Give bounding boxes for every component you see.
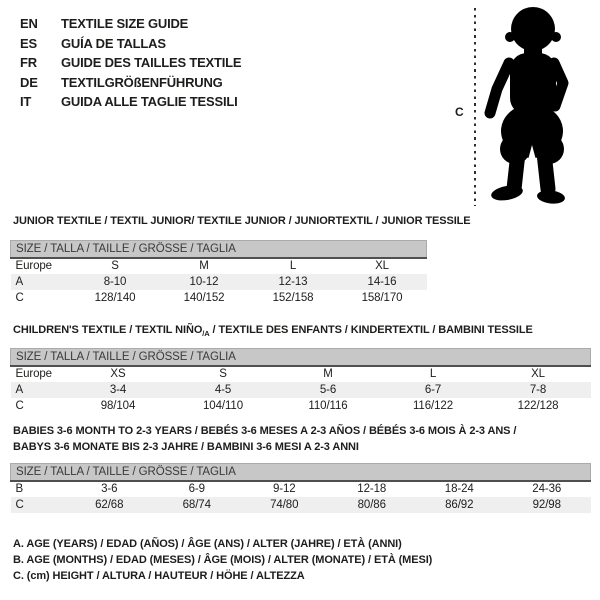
cell: 116/122 (412, 399, 454, 412)
size-header-row: SIZE / TALLA / TAILLE / GRÖSSE / TAGLIA (10, 240, 427, 259)
lang-label: TEXTILE SIZE GUIDE (61, 16, 189, 32)
cell: 6-9 (188, 483, 205, 495)
cell: 122/128 (517, 399, 559, 412)
cell: 5-6 (275, 381, 381, 398)
cell: 7-8 (485, 381, 591, 398)
cell: 68/74 (153, 496, 241, 513)
table-row: Europe XS S M L XL (11, 366, 591, 382)
lang-label: GUIDE DES TAILLES TEXTILE (61, 55, 242, 71)
cell: 10-12 (159, 273, 249, 290)
babies-textile-title: BABIES 3-6 MONTH TO 2-3 YEARS / BEBÉS 3-… (13, 424, 553, 455)
table-row: C 128/140 140/152 152/158 158/170 (11, 290, 427, 306)
cell: S (111, 260, 119, 272)
cell: 14-16 (337, 273, 427, 290)
cell: 140/152 (183, 291, 225, 304)
row-label: C (15, 399, 24, 412)
cell: 3-4 (65, 381, 171, 398)
cell: 62/68 (65, 496, 153, 513)
cell: 110/116 (308, 399, 348, 412)
size-header-row: SIZE / TALLA / TAILLE / GRÖSSE / TAGLIA (10, 463, 591, 482)
lang-code: ES (20, 35, 37, 51)
legend-notes: A. AGE (YEARS) / EDAD (AÑOS) / ÂGE (ANS)… (13, 536, 432, 584)
cell: XL (375, 260, 389, 272)
cell: XS (110, 368, 126, 380)
lang-row-it: IT GUIDA ALLE TAGLIE TESSILI (20, 92, 241, 112)
lang-code: EN (20, 16, 38, 32)
table-row: C 98/104 104/110 110/116 116/122 122/128 (11, 398, 591, 414)
size-header-row: SIZE / TALLA / TAILLE / GRÖSSE / TAGLIA (10, 348, 591, 367)
title-subscript: /A (202, 329, 210, 339)
title-line: BABYS 3-6 MONATE BIS 2-3 JAHRE / BAMBINI… (13, 440, 359, 453)
row-label: C (15, 291, 24, 304)
lang-row-en: EN TEXTILE SIZE GUIDE (20, 14, 241, 34)
cell: 74/80 (240, 496, 328, 513)
junior-textile-title: JUNIOR TEXTILE / TEXTIL JUNIOR/ TEXTILE … (13, 215, 471, 227)
cell: 80/86 (328, 496, 416, 513)
row-label: Europe (15, 368, 53, 380)
cell: 12-13 (248, 273, 338, 290)
table-row: A 3-4 4-5 5-6 6-7 7-8 (10, 381, 591, 398)
junior-size-table: SIZE / TALLA / TAILLE / GRÖSSE / TAGLIA … (10, 240, 427, 306)
size-header: SIZE / TALLA / TAILLE / GRÖSSE / TAGLIA (10, 240, 427, 259)
cell: 6-7 (380, 381, 486, 398)
note-height-cm: C. (cm) HEIGHT / ALTURA / HAUTEUR / HÖHE… (13, 570, 305, 582)
lang-row-fr: FR GUIDE DES TAILLES TEXTILE (20, 53, 242, 73)
cell: 158/170 (361, 291, 403, 304)
title-text: CHILDREN'S TEXTILE / TEXTIL NIÑO (13, 324, 203, 336)
cell: L (289, 260, 297, 272)
cell: 92/98 (503, 496, 591, 513)
lang-label: TEXTILGRÖßENFÜHRUNG (61, 74, 223, 90)
cell: 4-5 (170, 381, 276, 398)
size-header: SIZE / TALLA / TAILLE / GRÖSSE / TAGLIA (10, 463, 591, 482)
cell: 12-18 (357, 483, 387, 495)
cell: M (199, 260, 209, 272)
cell: L (429, 368, 437, 380)
cell: 8-10 (70, 273, 160, 290)
title-text: / TEXTILE DES ENFANTS / KINDERTEXTIL / B… (209, 324, 533, 336)
cell: 98/104 (100, 399, 136, 412)
lang-label: GUÍA DE TALLAS (61, 35, 166, 51)
lang-code: IT (20, 94, 32, 110)
lang-code: FR (20, 55, 37, 71)
table-row: C 62/68 68/74 74/80 80/86 86/92 92/98 (10, 496, 591, 513)
cell: 152/158 (272, 291, 314, 304)
lang-row-de: DE TEXTILGRÖßENFÜHRUNG (20, 73, 241, 93)
lang-row-es: ES GUÍA DE TALLAS (20, 34, 241, 54)
height-measure-line (474, 8, 476, 206)
cell: 128/140 (94, 291, 136, 304)
toddler-silhouette (484, 7, 569, 204)
size-header: SIZE / TALLA / TAILLE / GRÖSSE / TAGLIA (10, 348, 591, 367)
lang-code: DE (20, 74, 38, 90)
cell: 18-24 (444, 483, 474, 495)
note-age-months: B. AGE (MONTHS) / EDAD (MESES) / ÂGE (MO… (13, 554, 433, 566)
title-line: BABIES 3-6 MONTH TO 2-3 YEARS / BEBÉS 3-… (13, 425, 517, 437)
row-label: B (15, 483, 24, 495)
cell: 24-36 (532, 483, 562, 495)
row-label: C (10, 496, 66, 513)
cell: XL (531, 368, 545, 380)
cell: S (219, 368, 227, 380)
cell: M (323, 368, 333, 380)
table-row: B 3-6 6-9 9-12 12-18 18-24 24-36 (11, 481, 591, 497)
children-textile-title: CHILDREN'S TEXTILE / TEXTIL NIÑO/A / TEX… (13, 323, 533, 342)
row-label: A (10, 273, 71, 290)
cell: 3-6 (101, 483, 118, 495)
table-row: Europe S M L XL (11, 258, 427, 274)
lang-label: GUIDA ALLE TAGLIE TESSILI (61, 94, 238, 110)
cell: 9-12 (272, 483, 296, 495)
babies-size-table: SIZE / TALLA / TAILLE / GRÖSSE / TAGLIA … (10, 463, 591, 513)
note-age-years: A. AGE (YEARS) / EDAD (AÑOS) / ÂGE (ANS)… (13, 538, 402, 550)
children-size-table: SIZE / TALLA / TAILLE / GRÖSSE / TAGLIA … (10, 348, 591, 414)
row-label: A (10, 381, 66, 398)
row-label: Europe (15, 260, 53, 272)
cell: 86/92 (415, 496, 503, 513)
cell: 104/110 (202, 399, 244, 412)
measure-label-c: C (455, 105, 464, 119)
language-legend: EN TEXTILE SIZE GUIDE ES GUÍA DE TALLAS … (20, 14, 242, 112)
table-row: A 8-10 10-12 12-13 14-16 (10, 273, 427, 290)
